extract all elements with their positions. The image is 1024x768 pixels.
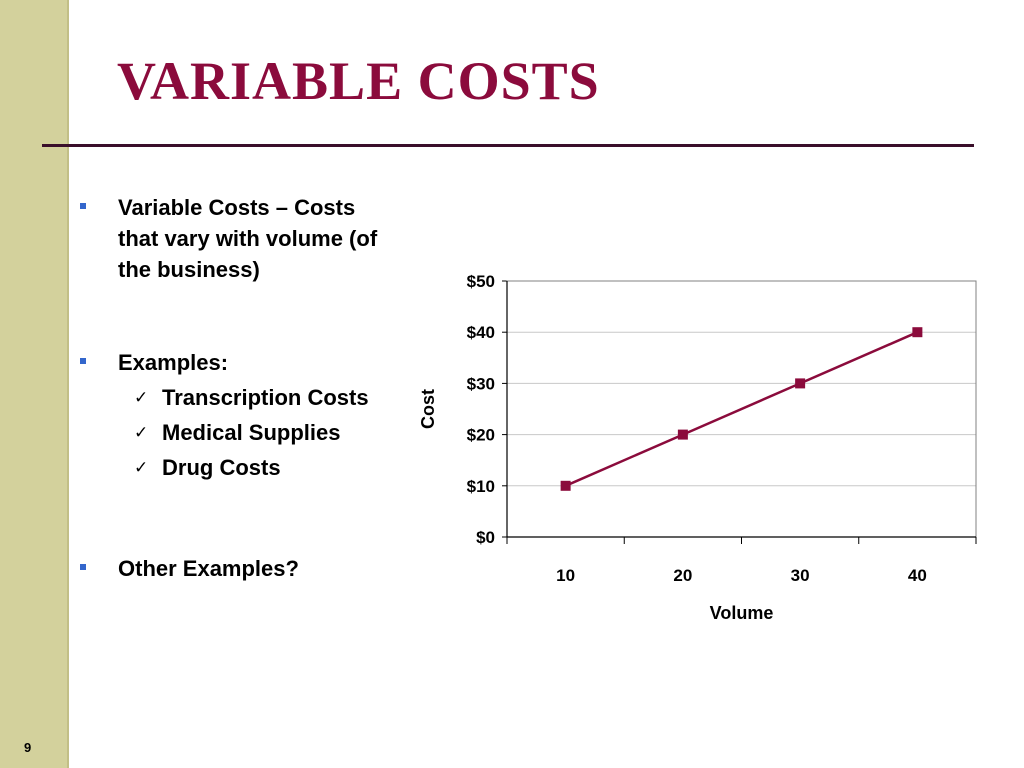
x-tick-label: 10 (556, 566, 575, 585)
data-point-marker (912, 327, 923, 338)
x-tick-label: 20 (673, 566, 692, 585)
sub-bullet-text: Medical Supplies (162, 420, 341, 445)
sub-bullet: ✓ Transcription Costs (80, 382, 400, 413)
sub-bullet: ✓ Drug Costs (80, 452, 400, 483)
sub-bullet-text: Drug Costs (162, 455, 281, 480)
y-tick-label: $10 (467, 477, 495, 496)
checkmark-icon: ✓ (134, 458, 149, 477)
bullet-examples: Examples: (80, 347, 400, 378)
x-axis-title: Volume (710, 603, 774, 623)
slide-number: 9 (24, 740, 32, 755)
cost-volume-chart: $0 $10 $20 $30 $40 $50 10 20 30 40 Volume Cost (400, 262, 1000, 642)
checkmark-icon: ✓ (134, 388, 149, 407)
bullet-text: Examples: (118, 350, 229, 375)
bullet-text: Other Examples? (118, 556, 299, 581)
bullet-other-examples: Other Examples? (80, 553, 400, 584)
sub-bullet-text: Transcription Costs (162, 385, 369, 410)
bullet-marker-icon (80, 564, 86, 570)
bullet-list: Variable Costs – Costs that vary with vo… (80, 192, 400, 584)
bullet-marker-icon (80, 358, 86, 364)
checkmark-icon: ✓ (134, 423, 149, 442)
series-line (565, 331, 918, 487)
data-point-marker (677, 429, 688, 440)
y-tick-label: $0 (476, 528, 495, 547)
x-tick-label: 40 (908, 566, 927, 585)
left-sidebar: 9 (0, 0, 69, 768)
bullet-definition: Variable Costs – Costs that vary with vo… (80, 192, 400, 285)
chart-svg: $0 $10 $20 $30 $40 $50 10 20 30 40 Volume Cost (418, 272, 977, 623)
title-divider (42, 144, 974, 147)
slide-title: VARIABLE COSTS (117, 51, 600, 111)
data-point-marker (795, 378, 806, 389)
y-tick-label: $40 (467, 323, 495, 342)
data-point-marker (560, 480, 571, 491)
y-tick-label: $30 (467, 374, 495, 393)
y-tick-label: $50 (467, 272, 495, 291)
x-tick-label: 30 (791, 566, 810, 585)
bullet-marker-icon (80, 203, 86, 209)
sub-bullet: ✓ Medical Supplies (80, 417, 400, 448)
y-axis-title: Cost (418, 389, 438, 429)
y-tick-label: $20 (467, 426, 495, 445)
bullet-text: Variable Costs – Costs that vary with vo… (118, 195, 378, 282)
